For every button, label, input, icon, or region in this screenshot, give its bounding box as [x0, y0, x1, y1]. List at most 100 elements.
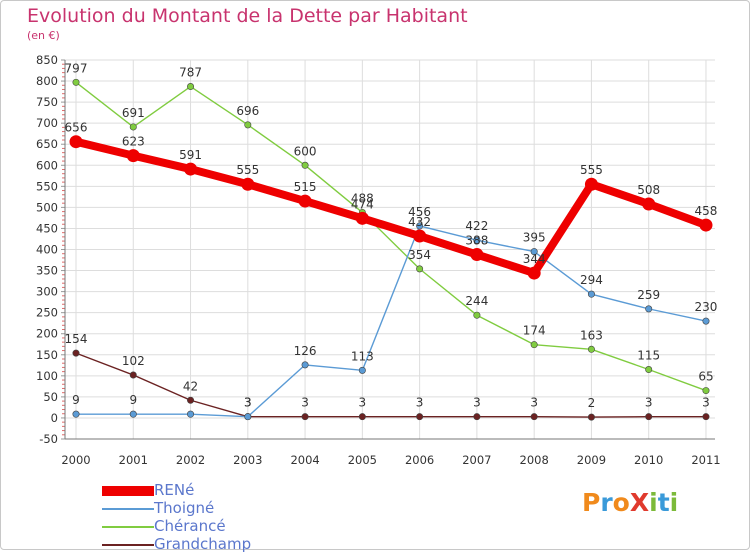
data-label: 591	[179, 148, 202, 162]
legend-label: Thoigné	[154, 499, 215, 517]
data-point	[187, 83, 195, 91]
y-tick-label: -50	[39, 432, 58, 446]
data-label: 797	[65, 61, 88, 75]
chart-title: Evolution du Montant de la Dette par Hab…	[27, 5, 468, 27]
y-tick-label: 350	[36, 264, 58, 278]
legend-swatch	[102, 486, 154, 496]
data-label: 3	[473, 396, 481, 410]
data-label: 3	[244, 396, 252, 410]
data-label: 294	[580, 273, 603, 287]
legend-label: Grandchamp	[154, 535, 252, 553]
data-label: 623	[122, 135, 145, 149]
data-point	[702, 413, 710, 421]
data-point	[642, 197, 656, 211]
data-label: 259	[637, 288, 660, 302]
data-point	[187, 396, 195, 404]
data-label: 474	[351, 197, 374, 211]
data-point	[301, 161, 309, 169]
data-point	[187, 410, 195, 418]
data-label: 458	[695, 204, 718, 218]
legend-item: Grandchamp	[102, 536, 402, 554]
data-label: 230	[695, 300, 718, 314]
data-label: 691	[122, 106, 145, 120]
data-point	[702, 317, 710, 325]
data-label: 42	[183, 379, 198, 393]
data-point	[416, 413, 424, 421]
x-tick-label: 2010	[634, 453, 663, 467]
data-label: 3	[702, 396, 710, 410]
data-point	[72, 410, 80, 418]
y-tick-label: 750	[36, 95, 58, 109]
data-point	[587, 345, 595, 353]
data-point	[129, 123, 137, 131]
data-point	[355, 211, 369, 225]
data-label: 244	[465, 294, 488, 308]
y-tick-label: 400	[36, 243, 58, 257]
data-label: 102	[122, 354, 145, 368]
x-tick-label: 2006	[405, 453, 434, 467]
data-label: 422	[465, 219, 488, 233]
data-label: 163	[580, 328, 603, 342]
data-label: 3	[645, 396, 653, 410]
x-tick-label: 2003	[233, 453, 262, 467]
series-line-3	[75, 81, 707, 392]
y-tick-label: 650	[36, 137, 58, 151]
y-tick-label: 200	[36, 327, 58, 341]
data-label: 344	[523, 252, 546, 266]
series-line-4	[75, 352, 707, 418]
data-point	[413, 229, 427, 243]
data-point	[584, 177, 598, 191]
data-label: 113	[351, 349, 374, 363]
data-point	[473, 311, 481, 319]
x-tick-label: 2001	[119, 453, 148, 467]
y-tick-label: 50	[43, 390, 58, 404]
x-tick-label: 2004	[290, 453, 319, 467]
x-tick-label: 2000	[61, 453, 90, 467]
series-line-1	[72, 137, 710, 278]
data-label: 508	[637, 183, 660, 197]
data-point	[699, 218, 713, 232]
data-label: 3	[530, 396, 538, 410]
data-point	[244, 121, 252, 129]
data-point	[358, 366, 366, 374]
data-label: 456	[408, 205, 431, 219]
data-point	[416, 265, 424, 273]
data-point	[298, 194, 312, 208]
data-point	[530, 413, 538, 421]
data-label: 3	[244, 396, 252, 410]
data-label: 656	[65, 121, 88, 135]
legend-swatch	[102, 526, 154, 528]
data-point	[358, 413, 366, 421]
data-point	[473, 236, 481, 244]
data-label: 2	[588, 396, 596, 410]
series-line-2	[75, 225, 707, 418]
data-point	[530, 341, 538, 349]
y-tick-label: 500	[36, 200, 58, 214]
data-point	[129, 410, 137, 418]
data-label: 696	[236, 104, 259, 118]
y-tick-label: 250	[36, 306, 58, 320]
legend-swatch	[102, 508, 154, 510]
data-label: 9	[129, 393, 137, 407]
y-tick-label: 850	[36, 53, 58, 67]
legend-swatch	[102, 544, 154, 546]
y-tick-label: 550	[36, 179, 58, 193]
x-tick-label: 2008	[520, 453, 549, 467]
data-label: 488	[351, 191, 374, 205]
y-tick-label: 300	[36, 285, 58, 299]
y-tick-label: 150	[36, 348, 58, 362]
data-point	[416, 222, 424, 230]
data-label: 354	[408, 248, 431, 262]
legend-label: Chérancé	[154, 517, 226, 535]
data-point	[72, 78, 80, 86]
data-label: 3	[301, 396, 309, 410]
legend-label: RENé	[154, 481, 195, 499]
y-tick-label: 100	[36, 369, 58, 383]
x-tick-label: 2005	[348, 453, 377, 467]
y-tick-label: 700	[36, 116, 58, 130]
data-label: 174	[523, 324, 546, 338]
y-tick-label: 600	[36, 158, 58, 172]
data-label: 9	[72, 393, 80, 407]
proxiti-logo: ProXiti	[582, 488, 679, 517]
data-label: 154	[65, 332, 88, 346]
